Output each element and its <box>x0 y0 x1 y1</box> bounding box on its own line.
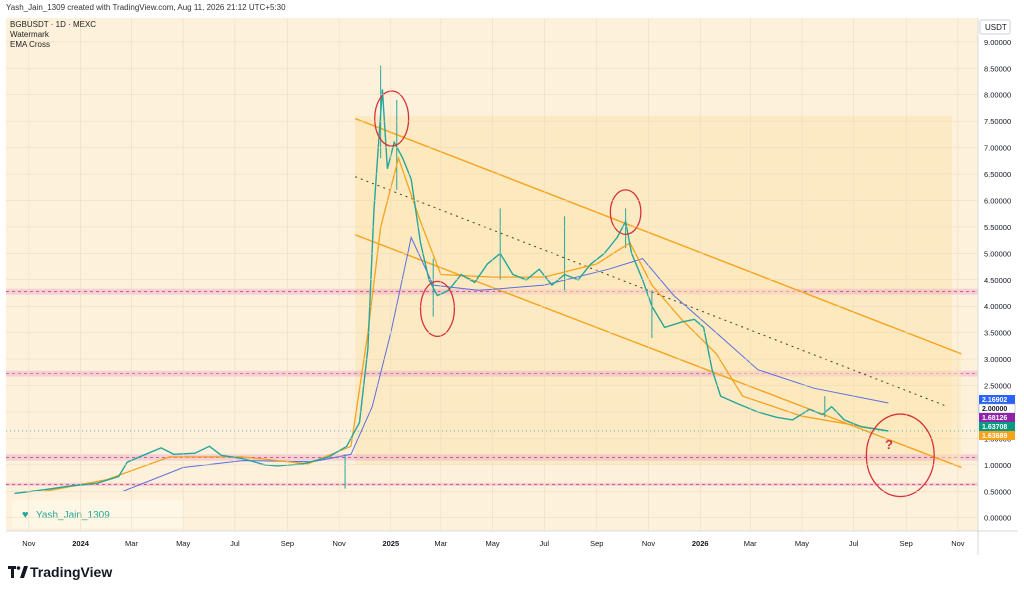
y-tick-17: 0.50000 <box>984 487 1011 496</box>
green-heart-icon: ♥ <box>22 509 29 521</box>
price-label-2: 1.68126 <box>979 413 1015 422</box>
y-tick-0: 9.00000 <box>984 38 1011 47</box>
tradingview-logo-icon <box>8 566 28 578</box>
y-tick-1: 8.50000 <box>984 64 1011 73</box>
price-label-3: 1.63708 <box>979 422 1015 431</box>
x-tick-3: May <box>176 539 190 548</box>
y-tick-18: 0.00000 <box>984 514 1011 523</box>
y-tick-3: 7.50000 <box>984 117 1011 126</box>
watermark-label: Yash_Jain_1309 <box>36 510 110 521</box>
y-tick-11: 3.50000 <box>984 329 1011 338</box>
x-tick-17: Sep <box>900 539 913 548</box>
price-line <box>14 89 889 495</box>
y-tick-4: 7.00000 <box>984 144 1011 153</box>
symbol-line: BGBUSDT · 1D · MEXC <box>10 20 97 29</box>
annotation-circles <box>374 90 935 498</box>
price-label-0: 2.16902 <box>979 395 1015 404</box>
annotation-circle-2 <box>609 189 642 235</box>
created-by-bar: Yash_Jain_1309 created with TradingView.… <box>0 0 1024 16</box>
watermark-box: ♥ Yash_Jain_1309 <box>12 500 184 528</box>
price-chart[interactable]: ? ♥ Yash_Jain_1309 9.00000 8.50000 8.00000… <box>6 18 1018 555</box>
channel-lower-line <box>354 234 962 469</box>
x-tick-8: Mar <box>434 539 447 548</box>
y-axis[interactable]: 9.00000 8.50000 8.00000 7.50000 7.00000 6.500… <box>6 38 1011 523</box>
x-tick-18: Nov <box>951 539 965 548</box>
x-tick-16: Jul <box>849 539 859 548</box>
price-label-bg-3 <box>979 422 1015 431</box>
y-tick-12: 3.00000 <box>984 355 1011 364</box>
tradingview-brand: TradingView <box>30 564 113 580</box>
channel-upper-line <box>354 117 962 355</box>
price-label-bg-2 <box>979 413 1015 422</box>
y-tick-7: 5.50000 <box>984 223 1011 232</box>
x-tick-4: Jul <box>230 539 240 548</box>
y-tick-8: 5.00000 <box>984 249 1011 258</box>
price-label-text-3: 1.63708 <box>982 424 1007 431</box>
ema-slow-line <box>122 235 889 492</box>
price-label-4: 1.63689 <box>979 431 1015 440</box>
x-tick-14: Mar <box>744 539 757 548</box>
annotation-circle-0 <box>374 90 410 147</box>
price-label-text-4: 1.63689 <box>982 433 1007 440</box>
y-tick-16: 1.00000 <box>984 461 1011 470</box>
x-tick-5: Sep <box>281 539 294 548</box>
x-tick-12: Nov <box>642 539 656 548</box>
x-tick-15: May <box>795 539 809 548</box>
question-mark-annotation: ? <box>885 437 893 452</box>
y-tick-9: 4.50000 <box>984 276 1011 285</box>
price-label-text-1: 2.00000 <box>982 406 1007 413</box>
y-tick-6: 6.00000 <box>984 196 1011 205</box>
price-labels: 2.16902 2.00000 1.68126 1.63708 1.63689 <box>978 395 1016 440</box>
currency-badge[interactable]: USDT <box>979 19 1011 35</box>
currency-label: USDT <box>985 23 1007 32</box>
x-tick-2: Mar <box>125 539 138 548</box>
x-tick-13: 2026 <box>692 539 709 548</box>
x-tick-0: Nov <box>22 539 36 548</box>
x-tick-9: May <box>485 539 499 548</box>
price-label-text-2: 1.68126 <box>982 415 1007 422</box>
y-tick-2: 8.00000 <box>984 91 1011 100</box>
price-label-text-0: 2.16902 <box>982 397 1007 404</box>
chart-legend: BGBUSDT · 1D · MEXC Watermark EMA Cross <box>10 20 96 50</box>
x-tick-7: 2025 <box>382 539 399 548</box>
indicator-watermark: Watermark <box>10 30 49 39</box>
annotation-circle-3 <box>865 413 935 498</box>
created-by-text: Yash_Jain_1309 created with TradingView.… <box>6 3 286 12</box>
footer: TradingView <box>0 555 1024 589</box>
y-tick-5: 6.50000 <box>984 170 1011 179</box>
price-label-bg-4 <box>979 431 1015 440</box>
annotation-circle-1 <box>419 280 456 338</box>
y-tick-13: 2.50000 <box>984 382 1011 391</box>
x-tick-1: 2024 <box>72 539 90 548</box>
indicator-ema-cross: EMA Cross <box>10 40 51 49</box>
x-tick-6: Nov <box>332 539 346 548</box>
x-tick-10: Jul <box>539 539 549 548</box>
price-label-1: 2.00000 <box>978 403 1016 414</box>
y-tick-10: 4.00000 <box>984 302 1011 311</box>
x-axis[interactable]: Nov 2024 Mar May Jul Sep Nov 2025 Mar May Jul Sep No… <box>22 18 965 548</box>
channel-middle-line <box>355 176 948 408</box>
price-label-bg-0 <box>979 395 1015 404</box>
x-tick-11: Sep <box>590 539 603 548</box>
